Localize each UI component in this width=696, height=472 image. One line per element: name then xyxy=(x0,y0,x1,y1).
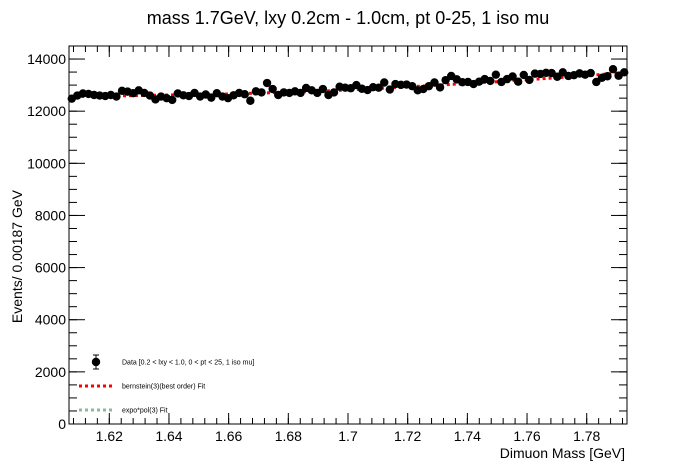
y-tick-label: 14000 xyxy=(27,51,66,67)
x-tick-label: 1.66 xyxy=(215,428,242,444)
legend: Data [0.2 < lxy < 1.0, 0 < pt < 25, 1 is… xyxy=(79,354,254,415)
x-axis-ticks: 1.62 1.64 1.66 1.68 1.7 1.72 1.74 1.76 1.78 xyxy=(72,46,624,444)
data-point xyxy=(430,78,439,87)
data-point xyxy=(525,75,534,85)
x-tick-label: 1.76 xyxy=(513,428,540,444)
data-point xyxy=(513,77,523,86)
x-tick-label: 1.74 xyxy=(454,428,481,444)
y-tick-label: 2000 xyxy=(35,364,66,380)
data-point xyxy=(240,90,249,99)
data-point xyxy=(246,96,255,105)
data-point xyxy=(519,70,528,80)
y-tick-label: 10000 xyxy=(27,155,66,171)
data-point xyxy=(486,76,495,86)
data-point xyxy=(168,95,177,105)
data-point xyxy=(435,83,445,92)
legend-label: expo*pol(3) Fit xyxy=(122,408,168,415)
legend-label: bernstein(3)(best order) Fit xyxy=(122,384,205,391)
data-point xyxy=(491,70,501,79)
y-tick-label: 12000 xyxy=(27,103,66,119)
data-point xyxy=(262,78,272,88)
data-point xyxy=(380,78,389,87)
y-tick-label: 6000 xyxy=(35,260,66,276)
legend-marker-point xyxy=(91,357,101,367)
data-point xyxy=(608,65,618,74)
data-point xyxy=(329,88,339,97)
x-tick-label: 1.68 xyxy=(275,428,302,444)
x-tick-label: 1.78 xyxy=(573,428,600,444)
data-point xyxy=(385,85,395,94)
data-point xyxy=(318,84,328,94)
data-point xyxy=(508,72,517,81)
y-tick-label: 4000 xyxy=(35,312,66,328)
x-axis-title: Dimuon Mass [GeV] xyxy=(500,445,625,461)
plot-frame xyxy=(68,45,628,425)
legend-label: Data [0.2 < lxy < 1.0, 0 < pt < 25, 1 is… xyxy=(122,360,254,367)
series-layer xyxy=(67,65,629,105)
y-axis-title: Events/ 0.00187 GeV xyxy=(9,189,25,323)
data-point xyxy=(374,83,383,92)
data-point xyxy=(296,88,305,98)
x-tick-label: 1.7 xyxy=(338,428,358,444)
data-point xyxy=(268,84,277,94)
data-point xyxy=(619,68,629,77)
chart-title: mass 1.7GeV, lxy 0.2cm - 1.0cm, pt 0-25,… xyxy=(147,8,550,28)
x-tick-label: 1.72 xyxy=(394,428,421,444)
y-axis-ticks: 0 2000 4000 6000 8000 10000 12000 14000 xyxy=(27,45,627,432)
data-point xyxy=(112,92,121,101)
data-point xyxy=(603,72,612,81)
y-tick-label: 8000 xyxy=(35,207,66,223)
y-tick-label: 0 xyxy=(58,416,66,432)
x-tick-label: 1.62 xyxy=(96,428,123,444)
data-point xyxy=(586,68,595,78)
x-tick-label: 1.64 xyxy=(155,428,182,444)
data-point xyxy=(257,88,266,97)
